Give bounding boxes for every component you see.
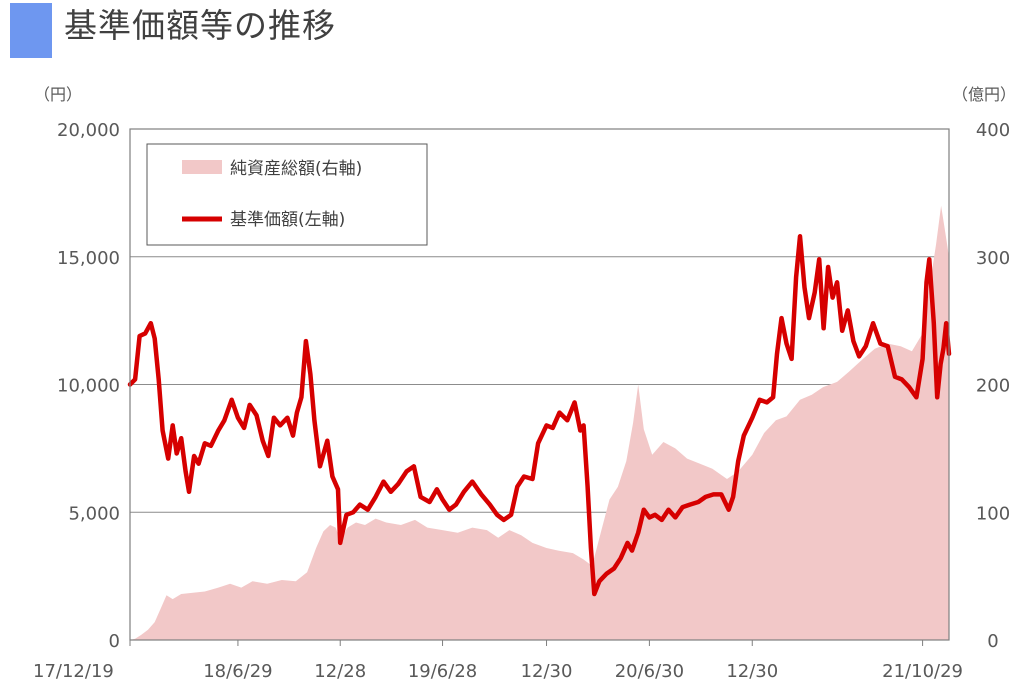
right-tick-label: 100 — [976, 503, 1010, 524]
left-axis: 0 5,000 10,000 15,000 20,000 — [57, 120, 120, 652]
left-tick-label: 10,000 — [57, 376, 120, 397]
legend-area-swatch — [182, 160, 222, 174]
net-assets-area — [130, 205, 949, 640]
x-tick-label: 12/30 — [521, 661, 573, 682]
page-title: 基準価額等の推移 — [64, 6, 336, 45]
left-axis-unit: （円） — [34, 85, 82, 104]
right-tick-label: 200 — [976, 376, 1010, 397]
x-tick-label: 18/6/29 — [203, 661, 272, 682]
x-tick-label: 17/12/19 — [33, 661, 114, 682]
x-tick-label: 12/28 — [314, 661, 366, 682]
title-accent-bar — [10, 3, 52, 58]
plot-border — [129, 128, 950, 641]
nav-line — [127, 234, 952, 597]
legend-label-nav: 基準価額(左軸) — [230, 210, 345, 230]
left-tick-label: 0 — [109, 631, 120, 652]
right-axis: 0 100 200 300 400 — [976, 120, 1010, 652]
plot-frame — [129, 128, 950, 641]
net-assets-area-series — [130, 205, 949, 640]
legend-label-net-assets: 純資産総額(右軸) — [230, 159, 362, 179]
x-tick-label: 12/30 — [726, 661, 778, 682]
right-tick-label: 400 — [976, 120, 1010, 141]
right-axis-unit: （億円） — [952, 85, 1016, 104]
legend: 純資産総額(右軸) 基準価額(左軸) — [146, 143, 428, 246]
left-tick-label: 15,000 — [57, 248, 120, 269]
right-tick-label: 300 — [976, 248, 1010, 269]
nav-line-series — [127, 234, 952, 597]
x-tick-label: 21/10/29 — [882, 661, 963, 682]
x-axis: 17/12/19 18/6/29 12/28 19/6/28 12/30 20/6/30 1… — [33, 640, 963, 682]
left-tick-label: 20,000 — [57, 120, 120, 141]
right-tick-label: 0 — [987, 631, 998, 652]
left-tick-label: 5,000 — [68, 503, 120, 524]
x-tick-label: 19/6/28 — [408, 661, 477, 682]
x-tick-label: 20/6/30 — [615, 661, 684, 682]
